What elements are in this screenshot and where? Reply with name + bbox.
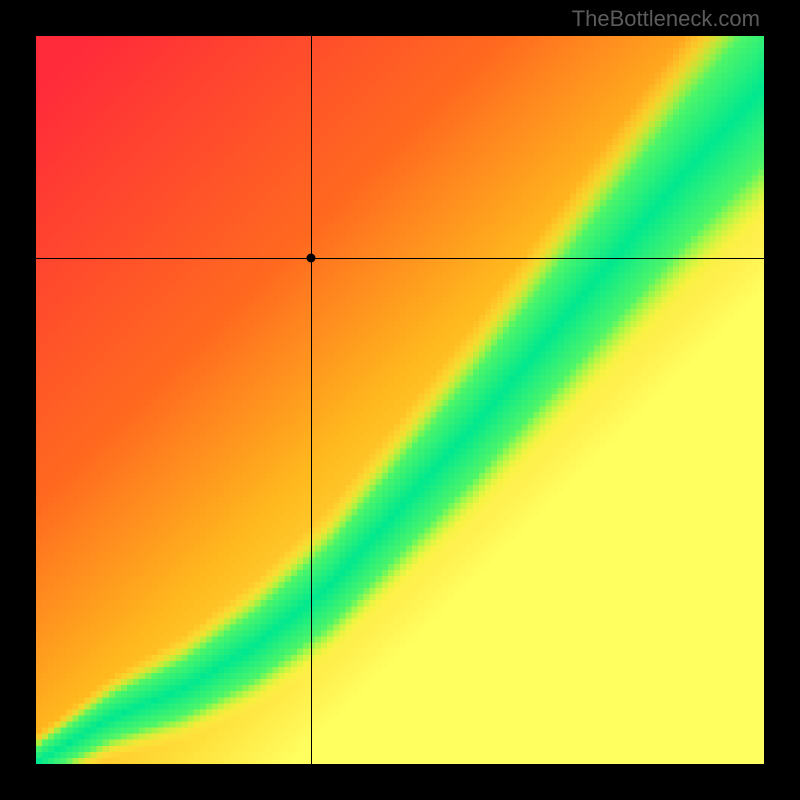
plot-frame — [36, 36, 764, 764]
watermark: TheBottleneck.com — [572, 6, 760, 32]
heatmap-canvas — [36, 36, 764, 764]
plot-area — [36, 36, 764, 764]
crosshair-vertical — [311, 36, 312, 764]
crosshair-horizontal — [36, 258, 764, 259]
crosshair-marker-dot — [307, 254, 316, 263]
